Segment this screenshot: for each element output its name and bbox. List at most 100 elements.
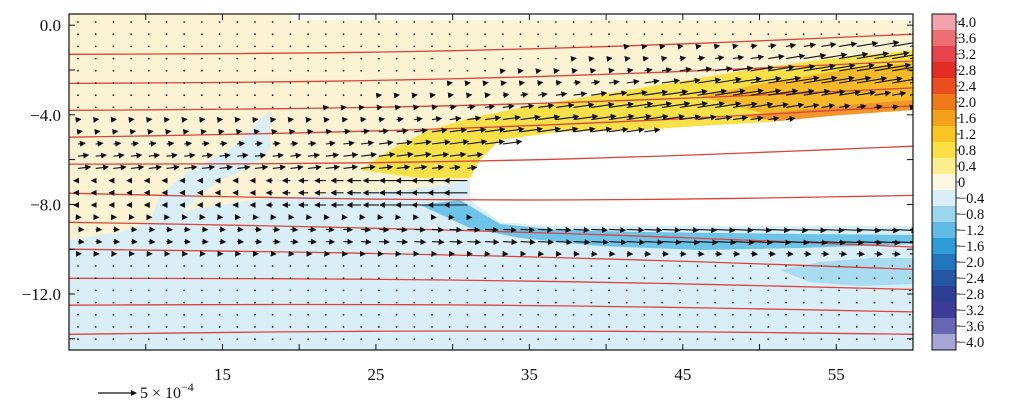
colorbar-label: −3.2 (958, 303, 984, 319)
vector-arrow (502, 103, 515, 110)
vector-arrow (591, 113, 617, 121)
vector-dot (696, 21, 699, 23)
vector-dot (696, 301, 699, 304)
vector-dot (431, 265, 433, 267)
vector-dot (147, 277, 150, 280)
vector-dot (696, 326, 699, 328)
colorbar-swatch (932, 334, 956, 351)
vector-arrow (520, 103, 535, 110)
vector-dot (147, 57, 150, 60)
vector-dot (360, 33, 363, 36)
vector-dot (130, 326, 133, 328)
vector-arrow (449, 151, 467, 158)
vector-dot (590, 277, 593, 280)
vector-dot (643, 326, 646, 328)
vector-dot (183, 265, 186, 267)
vector-arrow (732, 54, 745, 61)
vector-dot (519, 313, 522, 316)
vector-arrow (589, 67, 597, 74)
vector-dot (767, 313, 770, 316)
vector-arrow (644, 113, 669, 121)
vector-dot (271, 45, 274, 48)
reference-vector: 5 × 10−4 (98, 380, 194, 402)
vector-dot (307, 33, 309, 36)
vector-dot (678, 326, 681, 328)
vector-arrow (414, 226, 426, 233)
vector-dot (130, 301, 133, 304)
vector-dot (537, 45, 540, 48)
vector-arrow (449, 115, 462, 122)
vector-dot (324, 313, 327, 316)
vector-arrow (184, 140, 193, 147)
vector-dot (94, 69, 97, 72)
vector-dot (77, 82, 79, 84)
vector-arrow (732, 43, 739, 50)
vector-arrow (449, 238, 463, 245)
vector-arrow (201, 152, 214, 159)
vector-dot (678, 313, 681, 316)
vector-dot (236, 289, 239, 292)
vector-dot (572, 45, 575, 48)
vector-dot (271, 57, 274, 60)
vector-dot (413, 45, 416, 48)
vector-dot (820, 33, 823, 36)
vector-arrow (76, 128, 83, 135)
vector-dot (590, 326, 593, 328)
vector-dot (201, 106, 203, 109)
vector-dot (218, 106, 221, 109)
vector-dot (838, 289, 840, 292)
vector-dot (77, 21, 79, 23)
vector-arrow (555, 226, 572, 233)
vector-dot (130, 313, 133, 316)
vector-arrow (874, 90, 892, 97)
vector-arrow (449, 139, 470, 146)
vector-dot (201, 57, 203, 60)
vector-dot (324, 57, 327, 60)
vector-arrow (626, 239, 646, 246)
vector-dot (218, 277, 221, 280)
vector-arrow (343, 140, 355, 147)
vector-arrow (396, 238, 409, 245)
vector-arrow (325, 128, 333, 135)
y-tick-label: −8.0 (30, 195, 61, 214)
vector-arrow (378, 139, 394, 146)
vector-dot (165, 33, 168, 36)
vector-dot (413, 69, 416, 72)
vector-arrow (166, 152, 178, 159)
vector-dot (165, 45, 168, 48)
vector-dot (873, 265, 876, 267)
region-blank-corner (290, 14, 913, 20)
vector-arrow (253, 128, 260, 135)
vector-dot (732, 21, 734, 23)
vector-dot (590, 33, 593, 36)
vector-arrow (361, 226, 372, 233)
vector-arrow (821, 103, 836, 110)
vector-arrow (874, 50, 910, 60)
vector-dot (94, 106, 97, 109)
vector-dot (236, 45, 239, 48)
vector-dot (855, 265, 858, 267)
vector-arrow (697, 227, 718, 234)
vector-arrow (785, 227, 809, 234)
y-tick-label: −4.0 (30, 106, 61, 125)
vector-dot (254, 69, 256, 72)
vector-dot (555, 265, 557, 267)
vector-dot (590, 21, 593, 23)
colorbar-label: −1.2 (958, 223, 984, 239)
vector-dot (130, 69, 133, 72)
vector-dot (254, 289, 256, 292)
vector-dot (94, 45, 97, 48)
vector-arrow (874, 76, 903, 84)
vector-arrow (679, 77, 701, 84)
vector-arrow (112, 128, 119, 135)
vector-dot (466, 33, 469, 36)
vector-dot (696, 277, 699, 280)
vector-arrow (608, 67, 615, 74)
vector-dot (218, 21, 221, 23)
vector-arrow (414, 164, 428, 171)
x-tick-label: 15 (214, 365, 231, 384)
vector-dot (254, 21, 256, 23)
vector-arrow (378, 226, 390, 233)
vector-dot (218, 94, 221, 97)
vector-arrow (785, 88, 815, 96)
